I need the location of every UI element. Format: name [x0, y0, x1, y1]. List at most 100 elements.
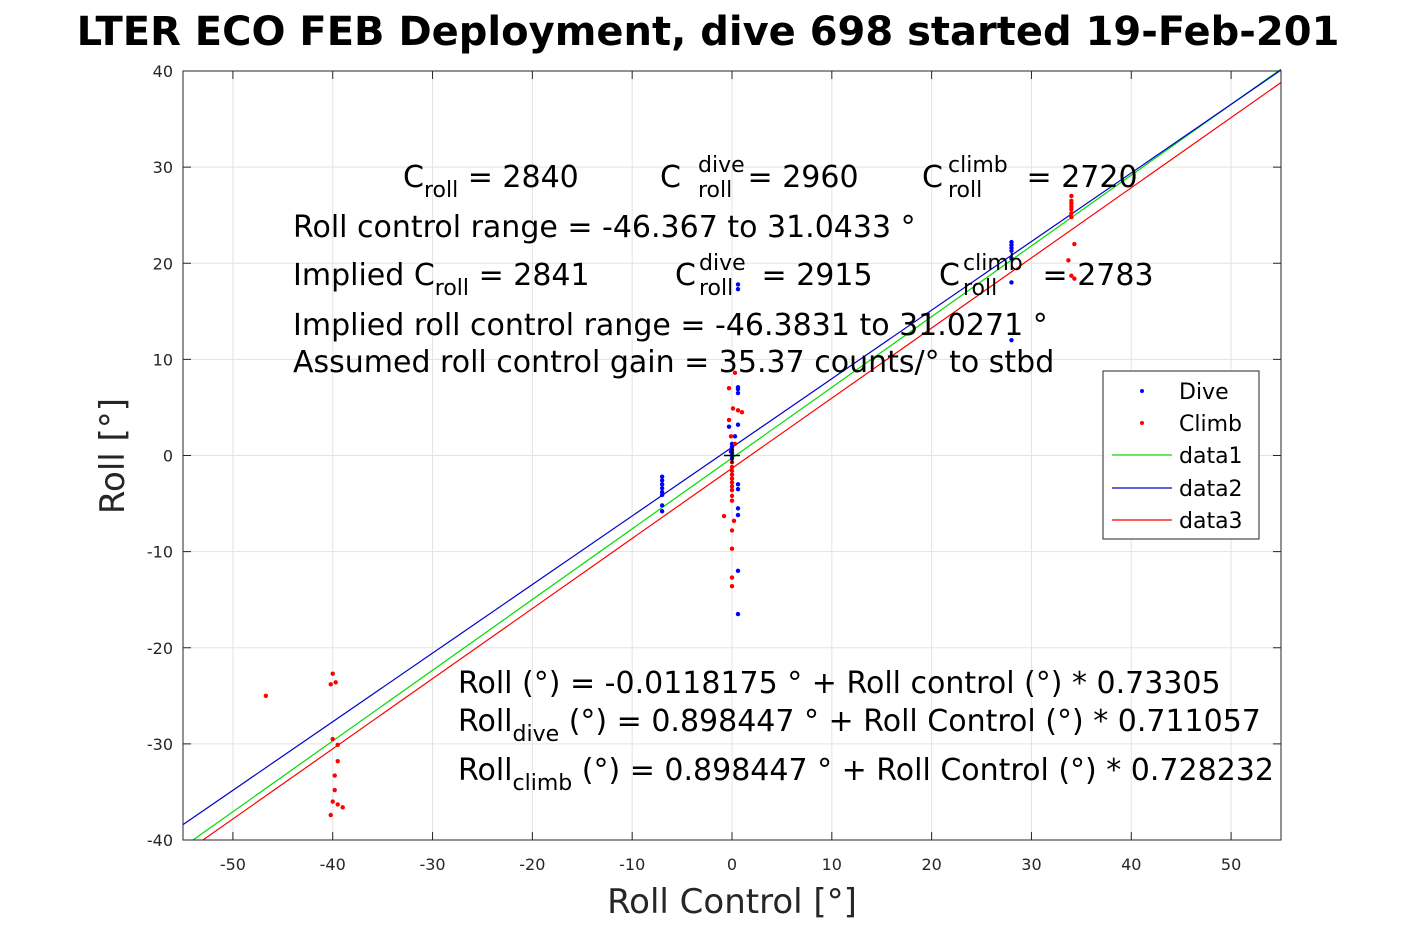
point-climb [263, 693, 269, 699]
point-climb [729, 575, 735, 580]
series-line-data1 [192, 68, 1282, 841]
point-climb [732, 441, 738, 447]
point-climb [729, 476, 735, 481]
y-tick-label: 10 [153, 350, 173, 369]
point-dive [1009, 239, 1014, 245]
annotation-implied-c-roll: Implied Croll = 2841 [293, 258, 590, 301]
y-tick-label: -40 [147, 831, 173, 850]
y-tick-label: -10 [147, 543, 173, 562]
legend-label-dive: Dive [1179, 380, 1229, 405]
point-climb [340, 805, 345, 810]
equation-roll-dive: Rolldive (°) = 0.898447 ° + Roll Control… [458, 704, 1261, 747]
point-climb [1069, 273, 1074, 278]
point-climb [328, 812, 333, 818]
point-dive [735, 422, 741, 427]
point-climb [729, 498, 735, 503]
point-climb [726, 417, 732, 423]
point-climb [728, 434, 734, 439]
point-dive [659, 478, 665, 483]
y-tick-label: 20 [153, 254, 173, 273]
y-axis-label: Roll [°] [93, 398, 133, 514]
point-climb [335, 742, 340, 748]
legend-swatch-climb [1140, 421, 1144, 425]
x-tick-label: 50 [1221, 855, 1241, 874]
point-dive [735, 385, 741, 390]
point-dive [659, 503, 665, 508]
point-dive [659, 485, 665, 491]
legend-label-climb: Climb [1179, 412, 1242, 437]
point-climb [1066, 258, 1071, 263]
point-climb [1072, 276, 1077, 281]
x-axis-label: Roll Control [°] [607, 882, 857, 922]
y-tick-label: 0 [163, 447, 173, 466]
x-axis-ticks: -50 -40 -30 -20 -10 0 10 20 30 40 50 [220, 71, 1241, 874]
x-tick-label: 0 [727, 855, 737, 874]
point-dive [735, 506, 741, 511]
x-tick-label: -40 [320, 855, 346, 874]
point-dive [1009, 280, 1014, 285]
x-tick-label: 20 [921, 855, 941, 874]
y-axis-ticks: -40 -30 -20 -10 0 10 20 30 40 [147, 62, 1281, 850]
point-climb [729, 528, 735, 533]
point-dive [735, 482, 741, 487]
point-climb [332, 773, 337, 778]
point-climb [729, 480, 735, 485]
point-dive [735, 568, 741, 574]
point-climb [729, 468, 735, 474]
point-climb [335, 758, 340, 764]
point-dive [735, 282, 741, 287]
point-dive [726, 424, 732, 429]
point-climb [731, 518, 737, 524]
annotation-roll-control-range: Roll control range = -46.367 to 31.0433 … [293, 210, 916, 245]
point-dive [732, 434, 738, 439]
annotation-c-roll: Croll = 2840 [403, 160, 579, 203]
point-dive [735, 512, 741, 518]
point-dive [659, 509, 665, 514]
legend-label-data1: data1 [1179, 444, 1243, 469]
point-dive [659, 492, 665, 498]
point-climb [732, 370, 738, 376]
scatter-points [263, 193, 1077, 818]
legend-swatch-dive [1140, 389, 1144, 393]
point-climb [335, 802, 340, 807]
markers [724, 447, 740, 464]
point-climb [330, 799, 335, 804]
equation-roll-climb: Rollclimb (°) = 0.898447 ° + Roll Contro… [458, 753, 1274, 796]
point-climb [1072, 241, 1077, 247]
point-climb [1069, 214, 1074, 220]
point-dive [735, 611, 741, 617]
legend-label-data3: data3 [1179, 509, 1243, 534]
point-climb [739, 410, 745, 415]
x-tick-label: -50 [220, 855, 246, 874]
point-climb [332, 787, 337, 793]
point-dive [659, 482, 665, 487]
point-climb [729, 584, 735, 589]
point-climb [721, 513, 727, 519]
point-dive [735, 486, 741, 492]
point-climb [1069, 193, 1074, 199]
point-dive [735, 287, 741, 292]
x-tick-label: -20 [519, 855, 545, 874]
legend: Dive Climb data1 data2 data3 [1102, 370, 1260, 540]
point-climb [729, 484, 735, 489]
x-tick-label: -30 [419, 855, 445, 874]
fit-equations: Roll (°) = -0.0118175 ° + Roll control (… [458, 666, 1274, 796]
point-climb [729, 546, 735, 551]
annotation-implied-roll-control-range: Implied roll control range = -46.3831 to… [293, 308, 1048, 343]
point-climb [729, 472, 735, 477]
y-tick-label: -20 [147, 639, 173, 658]
point-climb [735, 408, 741, 413]
x-tick-label: 40 [1121, 855, 1141, 874]
point-climb [729, 464, 735, 470]
y-tick-label: 30 [153, 158, 173, 177]
x-tick-label: 10 [822, 855, 842, 874]
annotation-roll-control-gain: Assumed roll control gain = 35.37 counts… [293, 345, 1054, 380]
legend-label-data2: data2 [1179, 477, 1243, 502]
x-tick-label: 30 [1021, 855, 1041, 874]
